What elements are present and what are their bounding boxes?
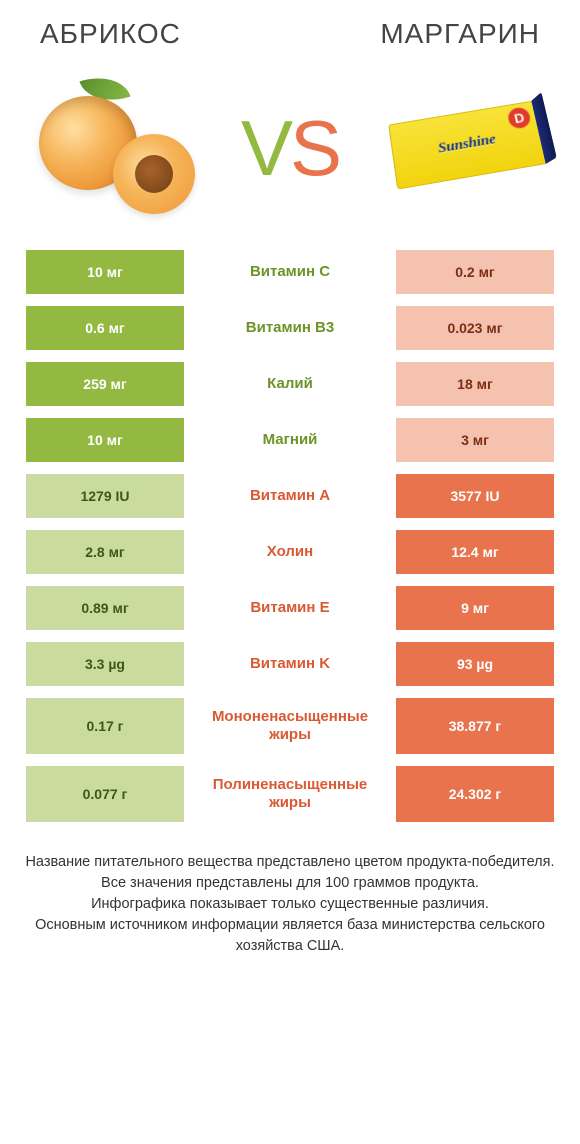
cell-left: 2.8 мг: [26, 530, 184, 574]
table-row: 10 мгМагний3 мг: [26, 418, 554, 462]
cell-left: 10 мг: [26, 418, 184, 462]
margarine-box-front: Sunshine D: [388, 101, 548, 190]
cell-left: 0.17 г: [26, 698, 184, 754]
margarine-brand-label: Sunshine: [437, 131, 497, 157]
titles-row: АБРИКОС МАРГАРИН: [0, 0, 580, 50]
cell-nutrient-label: Витамин B3: [184, 306, 396, 350]
infographic-container: АБРИКОС МАРГАРИН V S Sunshine D: [0, 0, 580, 1144]
cell-left: 0.6 мг: [26, 306, 184, 350]
table-row: 0.89 мгВитамин E9 мг: [26, 586, 554, 630]
cell-right: 3577 IU: [396, 474, 554, 518]
cell-left: 0.89 мг: [26, 586, 184, 630]
table-row: 0.6 мгВитамин B30.023 мг: [26, 306, 554, 350]
cell-right: 0.2 мг: [396, 250, 554, 294]
table-row: 0.077 гПолиненасыщенные жиры24.302 г: [26, 766, 554, 822]
table-row: 0.17 гМононенасыщенные жиры38.877 г: [26, 698, 554, 754]
cell-left: 10 мг: [26, 250, 184, 294]
cell-right: 18 мг: [396, 362, 554, 406]
cell-left: 0.077 г: [26, 766, 184, 822]
cell-right: 38.877 г: [396, 698, 554, 754]
cell-right: 0.023 мг: [396, 306, 554, 350]
cell-right: 9 мг: [396, 586, 554, 630]
cell-nutrient-label: Магний: [184, 418, 396, 462]
cell-nutrient-label: Мононенасыщенные жиры: [184, 698, 396, 754]
table-row: 2.8 мгХолин12.4 мг: [26, 530, 554, 574]
vs-label: V S: [241, 109, 339, 187]
title-left: АБРИКОС: [40, 18, 181, 50]
cell-nutrient-label: Калий: [184, 362, 396, 406]
cell-right: 24.302 г: [396, 766, 554, 822]
table-row: 259 мгКалий18 мг: [26, 362, 554, 406]
cell-nutrient-label: Полиненасыщенные жиры: [184, 766, 396, 822]
cell-left: 1279 IU: [26, 474, 184, 518]
cell-nutrient-label: Витамин A: [184, 474, 396, 518]
table-row: 1279 IUВитамин A3577 IU: [26, 474, 554, 518]
cell-right: 12.4 мг: [396, 530, 554, 574]
cell-left: 259 мг: [26, 362, 184, 406]
cell-left: 3.3 µg: [26, 642, 184, 686]
cell-nutrient-label: Витамин K: [184, 642, 396, 686]
apricot-illustration: [30, 73, 200, 223]
hero-row: V S Sunshine D: [0, 50, 580, 250]
footnote: Название питательного вещества представл…: [0, 822, 580, 957]
footnote-line: Название питательного вещества представл…: [24, 852, 556, 873]
margarine-d-badge: D: [506, 106, 532, 130]
footnote-line: Основным источником информации является …: [24, 915, 556, 957]
vs-s: S: [290, 109, 339, 187]
cell-right: 93 µg: [396, 642, 554, 686]
title-right: МАРГАРИН: [380, 18, 540, 50]
cell-nutrient-label: Витамин E: [184, 586, 396, 630]
comparison-table: 10 мгВитамин C0.2 мг0.6 мгВитамин B30.02…: [0, 250, 580, 822]
footnote-line: Все значения представлены для 100 граммо…: [24, 873, 556, 894]
vs-v: V: [241, 109, 290, 187]
table-row: 3.3 µgВитамин K93 µg: [26, 642, 554, 686]
apricot-half-icon: [113, 134, 195, 214]
footnote-line: Инфографика показывает только существенн…: [24, 894, 556, 915]
margarine-illustration: Sunshine D: [380, 73, 550, 223]
cell-nutrient-label: Холин: [184, 530, 396, 574]
cell-right: 3 мг: [396, 418, 554, 462]
table-row: 10 мгВитамин C0.2 мг: [26, 250, 554, 294]
cell-nutrient-label: Витамин C: [184, 250, 396, 294]
